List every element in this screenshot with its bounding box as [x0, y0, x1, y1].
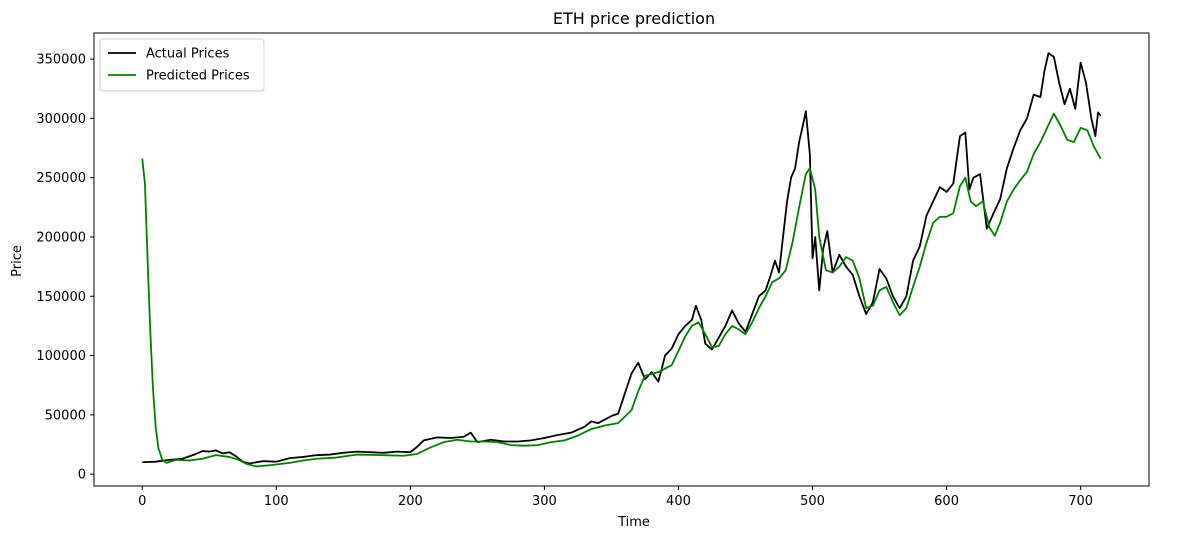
legend-label: Actual Prices	[146, 47, 230, 62]
legend: Actual Prices Predicted Prices	[99, 38, 265, 92]
x-axis: 0 100 200 300 400 500 600 700	[138, 486, 1093, 509]
x-tick-label: 100	[264, 494, 289, 509]
plot-area	[141, 52, 1102, 468]
x-tick-label: 300	[532, 494, 557, 509]
chart-title: ETH price prediction	[553, 9, 715, 28]
y-tick-label: 250000	[36, 171, 86, 186]
legend-label: Predicted Prices	[146, 69, 250, 84]
x-tick-label: 0	[138, 494, 146, 509]
legend-box	[99, 38, 265, 92]
y-tick-label: 150000	[36, 290, 86, 305]
x-tick-label: 400	[666, 494, 691, 509]
y-axis-label: Price	[10, 245, 25, 277]
plot-frame	[93, 32, 1150, 487]
x-tick-label: 700	[1068, 494, 1093, 509]
y-tick-label: 50000	[45, 408, 86, 423]
series-line-predicted-prices	[141, 112, 1102, 468]
y-tick-label: 350000	[36, 53, 86, 68]
y-tick-label: 100000	[36, 349, 86, 364]
y-tick-label: 0	[78, 468, 86, 483]
x-tick-label: 200	[398, 494, 423, 509]
y-tick-label: 200000	[36, 230, 86, 245]
x-tick-label: 600	[934, 494, 959, 509]
x-tick-label: 500	[800, 494, 825, 509]
y-axis: 0 50000 100000 150000 200000 250000 300000 3500…	[36, 53, 94, 483]
x-axis-label: Time	[617, 515, 650, 530]
y-tick-label: 300000	[36, 112, 86, 127]
